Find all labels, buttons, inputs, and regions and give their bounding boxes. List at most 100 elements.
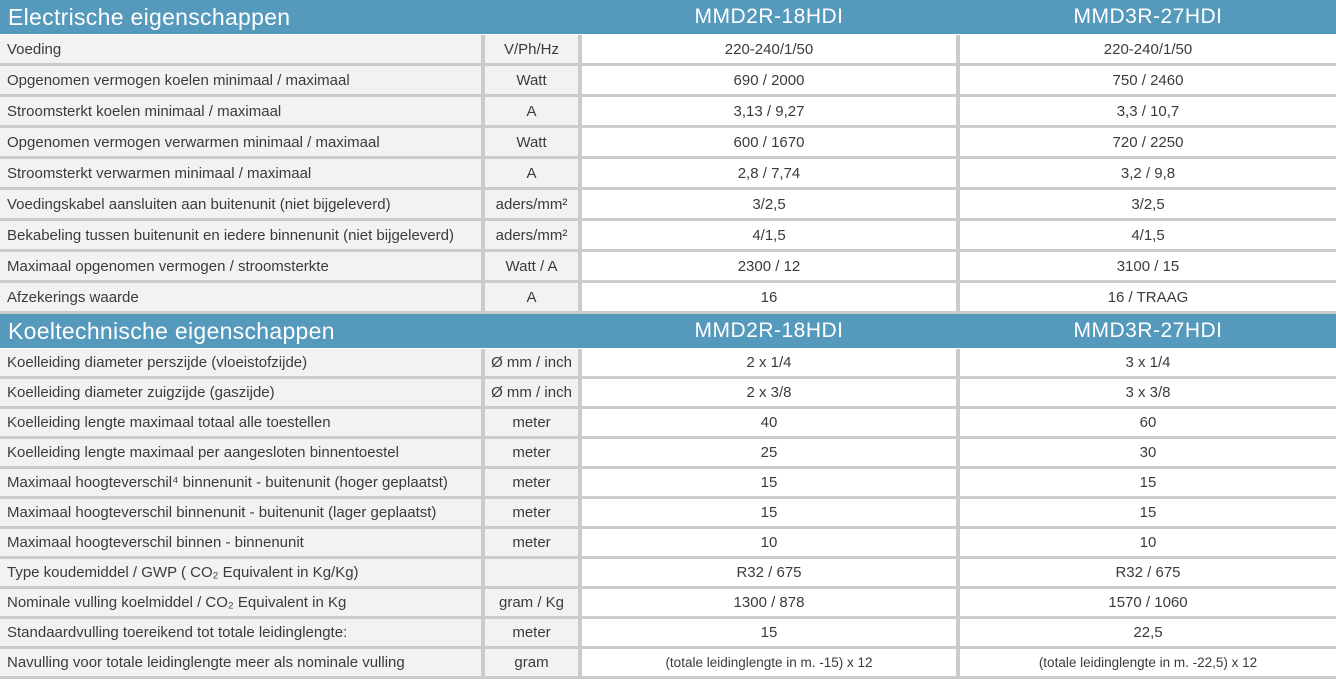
row-value: 4/1,5 [582,221,956,249]
table-row: Standaardvulling toereikend tot totale l… [0,619,1336,649]
row-value: 40 [582,409,956,436]
row-unit: Ø mm / inch [485,379,578,406]
row-label: Stroomsterkt verwarmen minimaal / maxima… [0,159,481,187]
row-label: Voeding [0,35,481,63]
row-label: Voedingskabel aansluiten aan buitenunit … [0,190,481,218]
table-row: Afzekerings waarde A 16 16 / TRAAG [0,283,1336,314]
row-unit: A [485,97,578,125]
row-unit: meter [485,409,578,436]
row-value: 1300 / 878 [582,589,956,616]
row-unit: meter [485,529,578,556]
row-label: Stroomsterkt koelen minimaal / maximaal [0,97,481,125]
row-value: 15 [582,619,956,646]
row-value: 22,5 [960,619,1336,646]
row-label: Koelleiding diameter perszijde (vloeisto… [0,349,481,376]
table-row: Stroomsterkt verwarmen minimaal / maxima… [0,159,1336,190]
row-value: 750 / 2460 [960,66,1336,94]
table-row: Voeding V/Ph/Hz 220-240/1/50 220-240/1/50 [0,35,1336,66]
row-value: 720 / 2250 [960,128,1336,156]
row-value: 16 / TRAAG [960,283,1336,311]
table-row: Koelleiding lengte maximaal totaal alle … [0,409,1336,439]
row-value: 690 / 2000 [582,66,956,94]
row-label: Maximaal opgenomen vermogen / stroomster… [0,252,481,280]
row-value: 16 [582,283,956,311]
table-row: Voedingskabel aansluiten aan buitenunit … [0,190,1336,221]
row-unit: aders/mm² [485,190,578,218]
row-value: 2,8 / 7,74 [582,159,956,187]
row-value: 3/2,5 [960,190,1336,218]
row-value: 4/1,5 [960,221,1336,249]
table-row: Opgenomen vermogen koelen minimaal / max… [0,66,1336,97]
row-label: Afzekerings waarde [0,283,481,311]
row-value: (totale leidinglengte in m. -22,5) x 12 [960,649,1336,676]
row-value: 30 [960,439,1336,466]
table-row: Navulling voor totale leidinglengte meer… [0,649,1336,679]
row-unit: meter [485,499,578,526]
row-value: 15 [582,469,956,496]
table-row: Maximaal hoogteverschil binnenunit - bui… [0,499,1336,529]
row-value: 3,2 / 9,8 [960,159,1336,187]
row-unit: gram [485,649,578,676]
row-unit: meter [485,439,578,466]
model-column-header: MMD2R-18HDI [694,5,844,28]
row-label: Navulling voor totale leidinglengte meer… [0,649,481,676]
row-value: 10 [960,529,1336,556]
row-value: 15 [582,499,956,526]
row-value: R32 / 675 [960,559,1336,586]
row-value: 3100 / 15 [960,252,1336,280]
row-value: 3/2,5 [582,190,956,218]
row-value: 2 x 1/4 [582,349,956,376]
row-unit: A [485,283,578,311]
row-unit: Watt / A [485,252,578,280]
row-value: 2 x 3/8 [582,379,956,406]
table-row: Maximaal opgenomen vermogen / stroomster… [0,252,1336,283]
row-value: 600 / 1670 [582,128,956,156]
row-label: Type koudemiddel / GWP ( CO₂ Equivalent … [0,559,481,586]
row-value: 1570 / 1060 [960,589,1336,616]
row-value: 10 [582,529,956,556]
row-label: Bekabeling tussen buitenunit en iedere b… [0,221,481,249]
table-row: Koelleiding diameter perszijde (vloeisto… [0,349,1336,379]
row-value: 15 [960,469,1336,496]
row-label: Maximaal hoogteverschil binnenunit - bui… [0,499,481,526]
table-row: Stroomsterkt koelen minimaal / maximaal A… [0,97,1336,128]
row-unit: Watt [485,66,578,94]
row-value: 2300 / 12 [582,252,956,280]
row-value: 25 [582,439,956,466]
section-header: Koeltechnische eigenschappen MMD2R-18HDI M… [0,314,1336,348]
row-unit: A [485,159,578,187]
row-value: 60 [960,409,1336,436]
row-value: 3,13 / 9,27 [582,97,956,125]
row-value: R32 / 675 [582,559,956,586]
section-header: Electrische eigenschappen MMD2R-18HDI MMD3… [0,0,1336,34]
model-column-header: MMD2R-18HDI [694,319,844,342]
table-row: Maximaal hoogteverschil⁴ binnenunit - bu… [0,469,1336,499]
table-row: Koelleiding lengte maximaal per aangeslo… [0,439,1336,469]
table-row: Koelleiding diameter zuigzijde (gaszijde… [0,379,1336,409]
row-unit: aders/mm² [485,221,578,249]
table-row: Maximaal hoogteverschil binnen - binnenu… [0,529,1336,559]
row-label: Maximaal hoogteverschil binnen - binnenu… [0,529,481,556]
table-row: Type koudemiddel / GWP ( CO₂ Equivalent … [0,559,1336,589]
row-value: (totale leidinglengte in m. -15) x 12 [582,649,956,676]
row-value: 15 [960,499,1336,526]
row-unit: gram / Kg [485,589,578,616]
row-label: Opgenomen vermogen verwarmen minimaal / … [0,128,481,156]
row-label: Koelleiding diameter zuigzijde (gaszijde… [0,379,481,406]
section-electrical: Electrische eigenschappen MMD2R-18HDI MMD3… [0,0,1336,314]
row-value: 3,3 / 10,7 [960,97,1336,125]
row-value: 220-240/1/50 [582,35,956,63]
row-label: Nominale vulling koelmiddel / CO₂ Equiva… [0,589,481,616]
row-label: Koelleiding lengte maximaal totaal alle … [0,409,481,436]
table-row: Bekabeling tussen buitenunit en iedere b… [0,221,1336,252]
row-unit: V/Ph/Hz [485,35,578,63]
section-cooling: Koeltechnische eigenschappen MMD2R-18HDI M… [0,314,1336,679]
row-label: Standaardvulling toereikend tot totale l… [0,619,481,646]
row-value: 3 x 3/8 [960,379,1336,406]
table-row: Nominale vulling koelmiddel / CO₂ Equiva… [0,589,1336,619]
row-value: 3 x 1/4 [960,349,1336,376]
row-unit: Ø mm / inch [485,349,578,376]
model-column-header: MMD3R-27HDI [1073,319,1223,342]
table-row: Opgenomen vermogen verwarmen minimaal / … [0,128,1336,159]
